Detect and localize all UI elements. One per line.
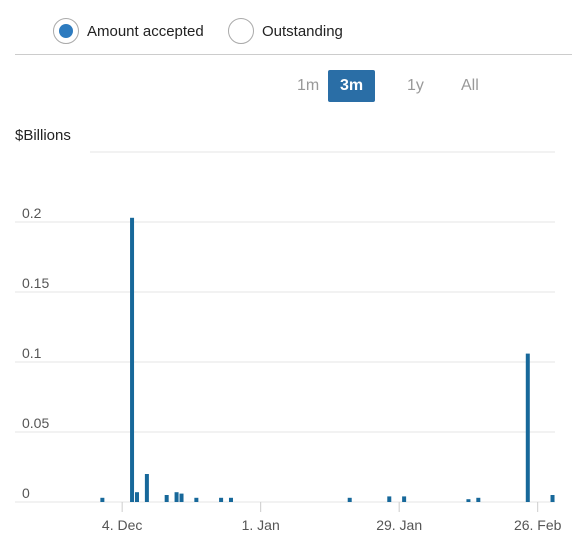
radio-label: Amount accepted	[87, 22, 204, 40]
bar	[130, 217, 135, 503]
radio-circle	[228, 18, 254, 44]
bar	[164, 495, 169, 502]
radio[interactable]: Amount accepted	[53, 18, 204, 44]
bar	[100, 497, 105, 502]
bar	[179, 493, 184, 502]
radio[interactable]: Outstanding	[228, 18, 343, 44]
bar	[525, 353, 530, 502]
bar	[387, 496, 392, 502]
range-button[interactable]: 1m	[297, 77, 320, 94]
x-tick-label: 4. Dec	[102, 517, 142, 533]
bar	[476, 497, 481, 502]
x-tick-label: 29. Jan	[376, 517, 422, 533]
bar	[466, 499, 471, 502]
separator	[15, 54, 572, 55]
radio-dot	[59, 24, 73, 38]
range-button[interactable]: 3m	[328, 70, 376, 102]
y-tick-label: 0.2	[22, 205, 42, 221]
radio-circle	[53, 18, 79, 44]
bar	[219, 497, 224, 502]
y-axis-label: $Billions	[15, 127, 71, 144]
bar	[134, 492, 139, 502]
y-tick-label: 0	[22, 485, 30, 501]
range-button[interactable]: 1y	[407, 77, 424, 94]
x-tick-label: 1. Jan	[242, 517, 280, 533]
bar	[347, 497, 352, 502]
bar	[174, 492, 179, 502]
y-tick-label: 0.15	[22, 275, 49, 291]
y-tick-label: 0.1	[22, 345, 42, 361]
bar	[194, 497, 199, 502]
bar	[144, 474, 149, 502]
range-button[interactable]: All	[461, 77, 479, 94]
y-tick-label: 0.05	[22, 415, 49, 431]
x-tick-label: 26. Feb	[514, 517, 562, 533]
radio-label: Outstanding	[262, 22, 343, 40]
bar	[228, 497, 233, 502]
bar	[402, 496, 407, 502]
bar	[550, 495, 555, 502]
